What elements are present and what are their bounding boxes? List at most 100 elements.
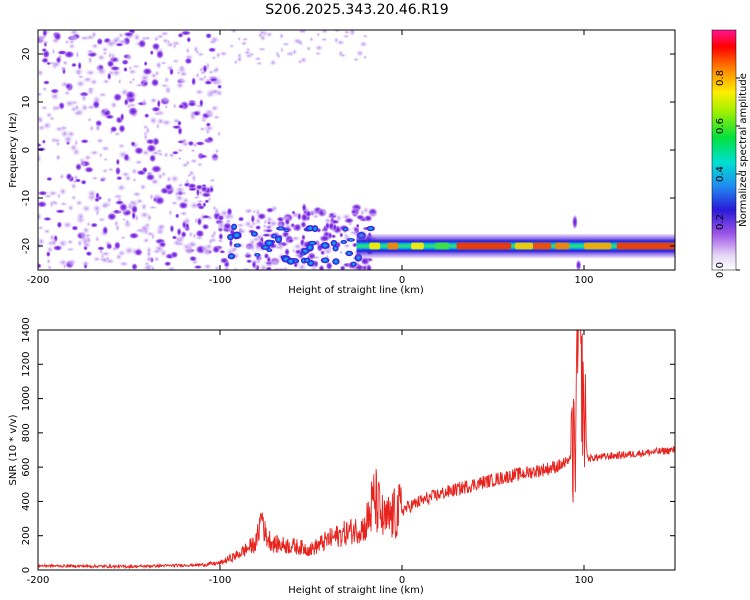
noise-blob — [42, 228, 51, 235]
noise-blob — [64, 99, 76, 108]
noise-blob — [177, 120, 182, 127]
noise-blob — [164, 104, 169, 110]
signal-blob — [342, 242, 352, 249]
noise-blob — [134, 227, 145, 233]
noise-blob — [145, 138, 156, 145]
noise-blob — [45, 176, 53, 182]
noise-blob — [156, 98, 161, 109]
noise-blob — [196, 199, 205, 204]
signal-blob — [284, 217, 291, 226]
signal-blob — [346, 237, 356, 242]
noise-blob — [265, 31, 274, 38]
noise-blob — [139, 72, 151, 83]
noise-blob — [122, 31, 135, 38]
noise-blob — [184, 159, 191, 166]
noise-blob — [132, 32, 141, 42]
signal-blob — [230, 223, 238, 231]
noise-blob — [150, 164, 163, 174]
noise-blob — [58, 125, 69, 131]
noise-blob — [177, 156, 182, 162]
noise-blob — [297, 39, 304, 46]
signal-blob — [235, 222, 246, 228]
noise-blob — [343, 30, 351, 35]
noise-blob — [66, 238, 74, 246]
noise-blob — [104, 114, 115, 120]
noise-blob — [38, 142, 43, 148]
noise-blob — [38, 200, 48, 208]
signal-blob — [307, 240, 318, 246]
noise-blob — [309, 36, 314, 43]
signal-blob — [218, 232, 224, 241]
noise-blob — [123, 174, 132, 183]
noise-blob — [38, 236, 46, 246]
noise-blob — [187, 186, 198, 192]
noise-blob — [127, 102, 138, 108]
signal-blob — [331, 257, 341, 266]
signal-blob — [219, 257, 230, 264]
heatmap-content — [38, 30, 675, 270]
signal-blob — [365, 263, 373, 270]
signal-blob — [226, 207, 233, 217]
noise-blob — [159, 83, 170, 88]
x-tick-label: -100 — [209, 275, 232, 286]
noise-blob — [193, 216, 199, 225]
colorbar: 0.0 0.2 0.4 0.6 0.8 Normalized spectral ampl… — [711, 29, 749, 278]
noise-blob — [143, 60, 148, 67]
y-tick-label: -20 — [21, 238, 32, 254]
signal-blob — [575, 259, 582, 270]
y-tick-label: 10 — [21, 96, 32, 109]
noise-blob — [64, 82, 72, 90]
signal-blob — [263, 239, 275, 247]
noise-blob — [91, 203, 103, 214]
noise-blob — [90, 42, 100, 50]
noise-blob — [194, 229, 205, 238]
signal-blob — [263, 218, 268, 226]
noise-blob — [40, 105, 49, 111]
signal-blob — [228, 238, 234, 248]
signal-blob — [330, 234, 337, 239]
noise-blob — [349, 30, 356, 35]
noise-blob — [143, 113, 150, 119]
signal-blob — [291, 210, 296, 215]
noise-blob — [131, 64, 141, 69]
noise-blob — [72, 110, 85, 117]
noise-blob — [152, 111, 162, 116]
noise-blob — [164, 183, 174, 191]
noise-blob — [128, 200, 136, 205]
noise-blob — [144, 255, 154, 263]
noise-blob — [172, 239, 182, 247]
noise-blob — [176, 227, 182, 237]
noise-blob — [170, 250, 179, 259]
noise-blob — [38, 115, 45, 125]
noise-blob — [86, 104, 96, 111]
noise-blob — [178, 79, 188, 84]
noise-blob — [71, 225, 79, 232]
noise-blob — [96, 37, 104, 46]
noise-blob — [153, 255, 161, 263]
noise-blob — [174, 213, 180, 219]
noise-blob — [70, 194, 77, 201]
colorbar-tick-label: 0.4 — [715, 166, 726, 182]
noise-blob — [276, 52, 281, 60]
noise-blob — [38, 68, 45, 78]
noise-blob — [56, 220, 63, 229]
noise-blob — [278, 32, 285, 40]
noise-blob — [103, 157, 109, 162]
noise-blob — [117, 143, 126, 149]
noise-blob — [119, 112, 125, 122]
signal-blob — [332, 223, 338, 232]
noise-blob — [142, 237, 151, 244]
noise-blob — [138, 210, 151, 220]
noise-blob — [69, 30, 80, 37]
noise-blob — [122, 66, 128, 73]
signal-blob — [229, 246, 238, 254]
signal-blob — [254, 224, 262, 231]
noise-blob — [49, 88, 60, 94]
signal-blob — [245, 243, 253, 251]
noise-blob — [43, 194, 53, 199]
noise-blob — [149, 192, 154, 201]
noise-blob — [61, 220, 74, 230]
noise-blob — [205, 127, 211, 136]
noise-blob — [178, 210, 189, 217]
